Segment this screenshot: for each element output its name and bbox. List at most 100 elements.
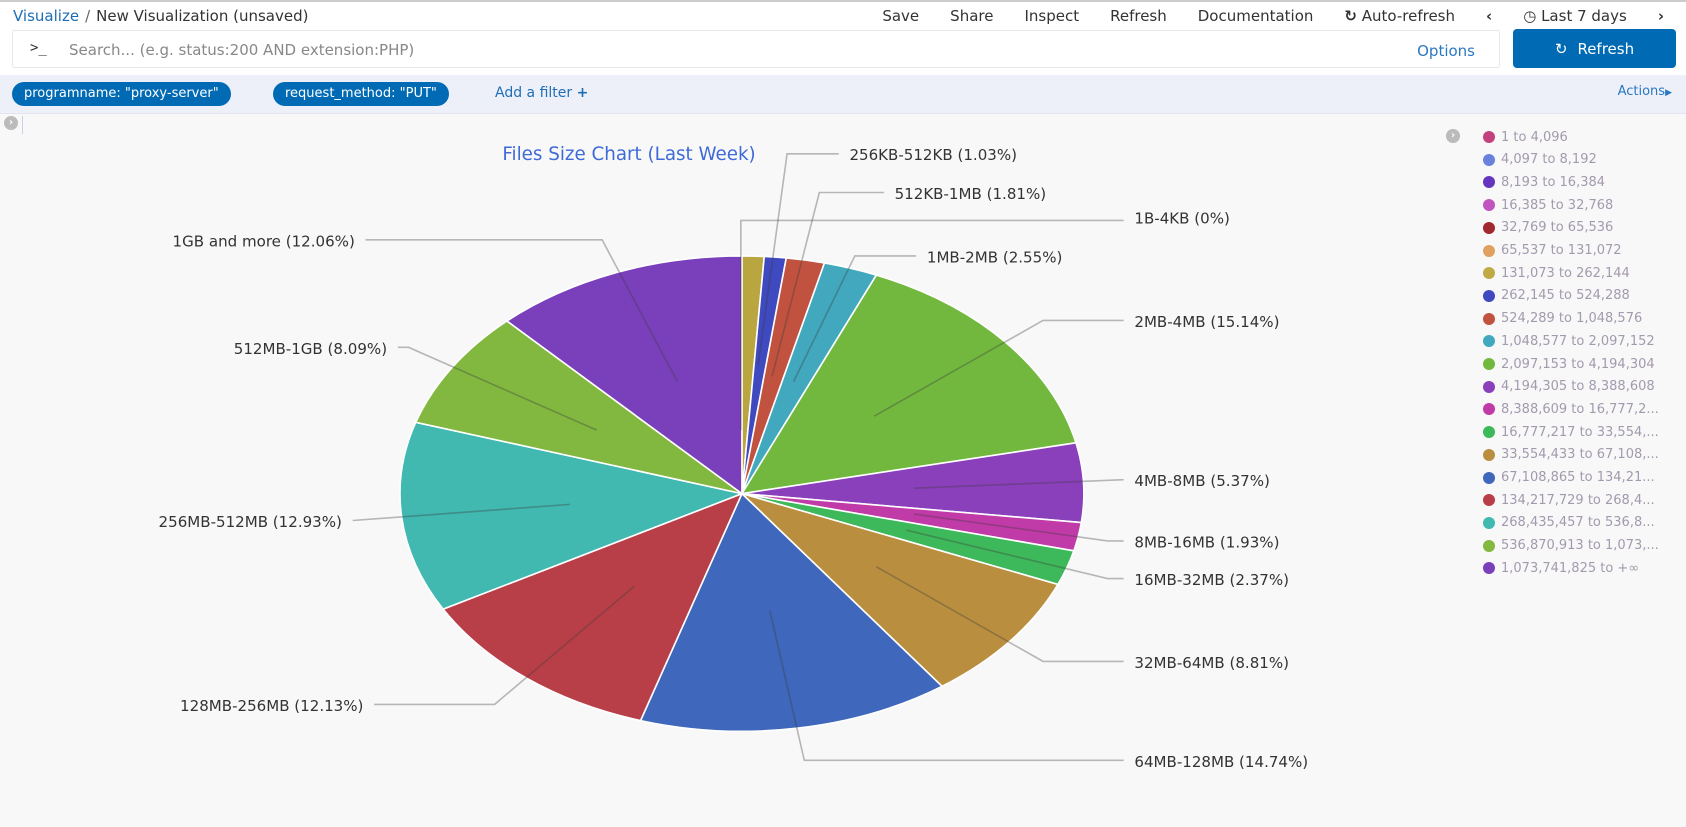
top-menu: Save Share Inspect Refresh Documentation… [882,7,1686,25]
search-input[interactable]: >_ Search... (e.g. status:200 AND extens… [12,30,1500,68]
label-leader-line [771,191,884,377]
label-leader-line [352,503,570,522]
legend-item[interactable]: 524,289 to 1,048,576 [1483,309,1642,329]
slice-label: 8MB-16MB (1.93%) [1134,533,1279,551]
add-filter-button[interactable]: Add a filter + [495,85,588,101]
breadcrumb-visualize-link[interactable]: Visualize [13,7,80,25]
legend-label: 32,769 to 65,536 [1501,220,1614,236]
legend-item[interactable]: 16,385 to 32,768 [1483,195,1613,215]
legend-color-dot-icon [1483,358,1495,370]
legend-label: 4,097 to 8,192 [1501,152,1597,168]
legend-item[interactable]: 262,145 to 524,288 [1483,286,1630,306]
slice-label: 16MB-32MB (2.37%) [1134,571,1289,589]
legend-item[interactable]: 268,435,457 to 536,8... [1483,513,1655,533]
legend-label: 2,097,153 to 4,194,304 [1501,356,1655,372]
auto-refresh-label: Auto-refresh [1361,7,1456,25]
next-time-button[interactable]: › [1658,7,1664,25]
slice-label: 128MB-256MB (12.13%) [180,697,363,715]
legend-item[interactable]: 134,217,729 to 268,4... [1483,490,1655,510]
time-range-label: Last 7 days [1541,7,1627,25]
slice-label: 256MB-512MB (12.93%) [159,513,342,531]
legend-item[interactable]: 4,194,305 to 8,388,608 [1483,377,1655,397]
filter-pill-request-method[interactable]: request_method: "PUT" [273,82,449,106]
refresh-menu-button[interactable]: Refresh [1110,7,1167,25]
legend-color-dot-icon [1483,199,1495,212]
legend-label: 1,073,741,825 to +∞ [1501,560,1640,576]
slice-label: 1B-4KB (0%) [1134,210,1229,228]
chevron-right-icon: › [1657,7,1664,25]
legend-item[interactable]: 32,769 to 65,536 [1483,218,1613,238]
add-filter-label: Add a filter [495,85,573,101]
label-leader-line [792,255,917,383]
legend-color-dot-icon [1483,448,1495,461]
slice-label: 2MB-4MB (15.14%) [1134,313,1279,331]
slice-label: 512MB-1GB (8.09%) [234,340,387,358]
chart-title: Files Size Chart (Last Week) [502,144,755,165]
legend-label: 33,554,433 to 67,108,... [1501,447,1659,463]
legend-color-dot-icon [1483,153,1495,166]
time-picker-button[interactable]: ◷ Last 7 days [1523,7,1627,25]
auto-refresh-button[interactable]: ↻ Auto-refresh [1344,7,1455,25]
plus-icon: + [576,85,589,101]
legend-item[interactable]: 67,108,865 to 134,21... [1483,468,1655,488]
label-leader-line [873,319,1124,417]
legend-item[interactable]: 8,388,609 to 16,777,2... [1483,399,1659,419]
legend-item[interactable]: 16,777,217 to 33,554,... [1483,422,1659,442]
legend-label: 262,145 to 524,288 [1501,288,1630,304]
refresh-button-label: Refresh [1577,39,1635,58]
previous-time-button[interactable]: ‹ [1486,7,1492,25]
legend-toggle-icon[interactable]: › [1446,129,1460,143]
legend-color-dot-icon [1483,267,1495,280]
pie-slice[interactable] [441,492,744,722]
legend-label: 524,289 to 1,048,576 [1501,311,1643,327]
refresh-icon: ↻ [1554,39,1568,58]
legend-item[interactable]: 8,193 to 16,384 [1483,172,1605,192]
slice-label: 32MB-64MB (8.81%) [1134,654,1289,672]
actions-button[interactable]: Actions▶ [1618,84,1672,99]
pie-slice[interactable] [741,492,1060,688]
legend-color-dot-icon [1483,562,1495,575]
slice-label: 256KB-512KB (1.03%) [849,146,1017,164]
legend-item[interactable]: 2,097,153 to 4,194,304 [1483,354,1655,374]
slice-label: 64MB-128MB (14.74%) [1134,753,1308,771]
legend-item[interactable]: 65,537 to 131,072 [1483,241,1622,261]
legend-item[interactable]: 4,097 to 8,192 [1483,150,1597,170]
legend-item[interactable]: 536,870,913 to 1,073,... [1483,536,1659,556]
legend-color-dot-icon [1483,176,1495,189]
legend-color-dot-icon [1483,131,1495,143]
label-leader-line [906,529,1124,580]
label-leader-line [913,513,1124,542]
legend-color-dot-icon [1483,403,1495,416]
pie-slice[interactable] [414,319,743,495]
legend-item[interactable]: 1 to 4,096 [1483,127,1568,147]
inspect-button[interactable]: Inspect [1024,7,1080,25]
caret-right-icon: ▶ [1665,88,1672,98]
legend-item[interactable]: 1,073,741,825 to +∞ [1483,558,1639,578]
pie-slice[interactable] [399,421,745,611]
label-leader-line [397,346,598,431]
legend-color-dot-icon [1483,471,1495,484]
legend-color-dot-icon [1483,516,1495,529]
breadcrumb: Visualize / New Visualization (unsaved) [13,7,308,25]
search-placeholder: Search... (e.g. status:200 AND extension… [69,41,415,59]
sidebar-toggle[interactable]: › [4,116,23,134]
legend-item[interactable]: 1,048,577 to 2,097,152 [1483,331,1655,351]
legend-item[interactable]: 33,554,433 to 67,108,... [1483,445,1659,465]
legend-label: 1,048,577 to 2,097,152 [1501,333,1655,349]
documentation-button[interactable]: Documentation [1197,7,1314,25]
options-button[interactable]: Options [1417,42,1475,60]
legend-color-dot-icon [1483,494,1495,507]
chevron-right-icon: › [4,116,18,130]
legend-label: 8,388,609 to 16,777,2... [1501,401,1659,417]
filter-pill-programname[interactable]: programname: "proxy-server" [12,82,231,106]
refresh-button[interactable]: ↻ Refresh [1513,29,1676,68]
query-bar: >_ Search... (e.g. status:200 AND extens… [0,28,1686,75]
legend-item[interactable]: 131,073 to 262,144 [1483,263,1630,283]
breadcrumb-current: New Visualization (unsaved) [96,7,309,25]
save-button[interactable]: Save [882,7,920,25]
pie-slice[interactable] [740,274,1077,495]
legend-color-dot-icon [1483,539,1495,552]
pie-slice[interactable] [505,255,743,496]
label-leader-line [757,152,839,366]
share-button[interactable]: Share [950,7,994,25]
